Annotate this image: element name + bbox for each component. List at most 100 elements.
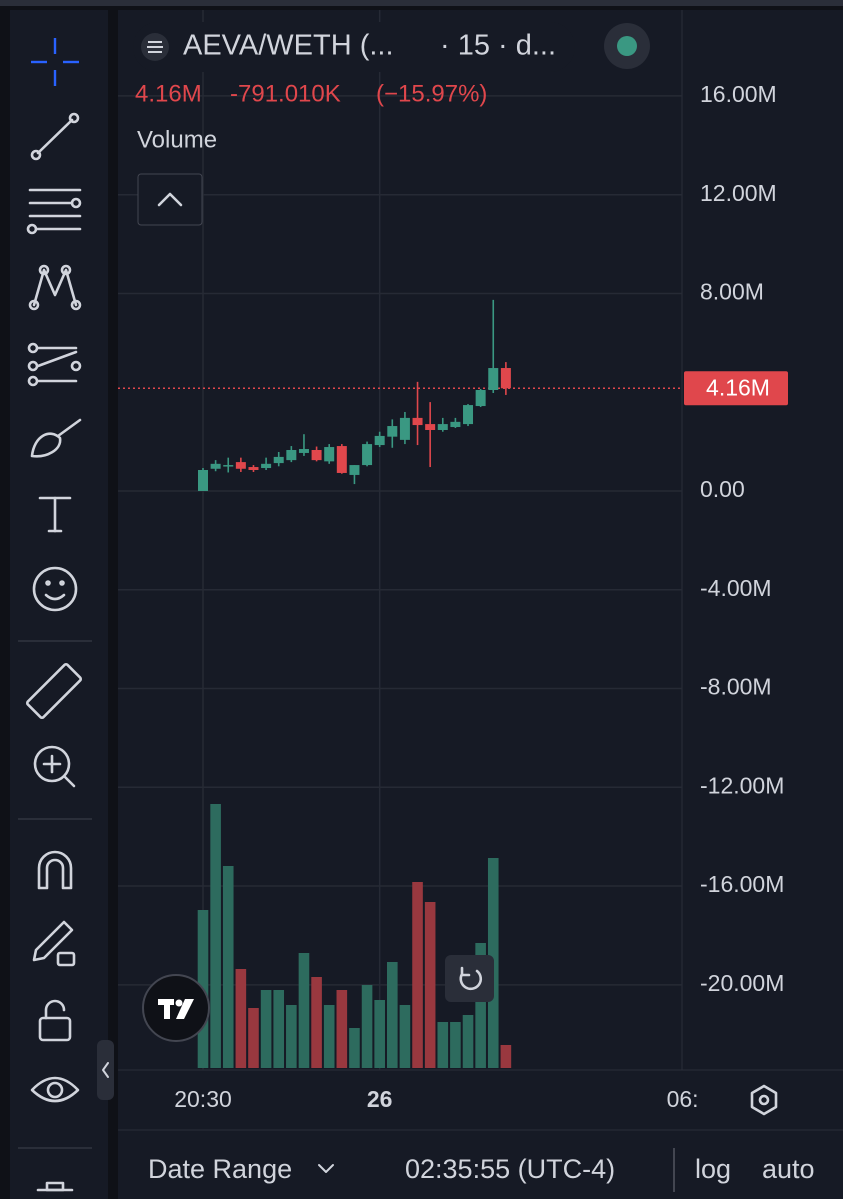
- volume-bar: [424, 902, 436, 1068]
- volume-bar: [412, 882, 423, 1068]
- volume-bar: [248, 1008, 259, 1068]
- candle-body: [475, 390, 486, 407]
- volume-bar: [349, 1028, 360, 1068]
- candle-body: [463, 405, 474, 425]
- symbol: AEVA/WETH (...: [183, 30, 394, 62]
- candle-body: [298, 449, 309, 453]
- interval: · 15 · d...: [440, 30, 556, 62]
- brush-tool[interactable]: [30, 418, 82, 458]
- plot: 16.00M 12.00M 8.00M 0.00 -4.00M -8.00M -12.00M…: [118, 10, 788, 1112]
- date-range-button[interactable]: Date Range: [148, 1154, 292, 1184]
- pattern-tool[interactable]: [28, 264, 82, 311]
- volume-bar: [462, 1015, 474, 1068]
- magnet-tool[interactable]: [37, 850, 73, 890]
- toolbar: [10, 10, 108, 1199]
- collapse-icon: [102, 1062, 109, 1078]
- clock: 02:35:55 (UTC-4): [405, 1154, 615, 1184]
- volume-bar: [311, 977, 322, 1068]
- text-tool[interactable]: [38, 496, 72, 533]
- collapse-toolbar[interactable]: [97, 1040, 114, 1100]
- legend-change-pct: (−15.97%): [376, 80, 487, 107]
- candle-body: [399, 417, 410, 440]
- candle-body: [412, 417, 423, 426]
- y-tick-label: -16.00M: [700, 871, 784, 897]
- candle-body: [425, 424, 436, 430]
- candle-body: [273, 456, 284, 464]
- zoom-tool[interactable]: [33, 745, 76, 788]
- volume-bar: [374, 1000, 385, 1068]
- volume-bar: [273, 990, 285, 1068]
- volume-bar: [235, 969, 247, 1068]
- candle-body: [210, 463, 221, 469]
- candle-body: [261, 463, 272, 469]
- lock-tool[interactable]: [38, 999, 72, 1042]
- candle-body: [437, 424, 448, 430]
- symbol-pill[interactable]: [133, 22, 575, 72]
- candle-body: [248, 467, 259, 470]
- legend-change: -791.010K: [230, 80, 341, 107]
- axis-settings[interactable]: [750, 1084, 778, 1116]
- emoji-tool[interactable]: [32, 566, 78, 612]
- candle-body: [336, 446, 347, 473]
- chevron-down: [318, 1164, 334, 1173]
- volume-bar: [500, 1045, 512, 1068]
- y-tick-label: 0.00: [700, 476, 745, 502]
- candle-body: [387, 426, 398, 437]
- reset-button[interactable]: [445, 955, 494, 1002]
- y-tick-label: 12.00M: [700, 180, 777, 206]
- collapse-legend[interactable]: [137, 173, 203, 226]
- volume-bar: [399, 1005, 411, 1068]
- candle-body: [198, 470, 208, 491]
- candle-body: [374, 435, 385, 446]
- volume-bar: [210, 804, 221, 1068]
- volume-bar: [450, 1022, 461, 1068]
- lock-drawings-tool[interactable]: [32, 920, 76, 967]
- axis-settings-dot: [758, 1094, 770, 1106]
- volume-bar: [437, 1022, 449, 1068]
- visibility-tool[interactable]: [30, 1076, 80, 1103]
- y-tick-label: -12.00M: [700, 772, 784, 798]
- y-tick-label: -20.00M: [700, 970, 784, 996]
- y-tick-label: 8.00M: [700, 279, 764, 305]
- volume-bar: [361, 985, 373, 1068]
- symbol-icon-lines: [147, 41, 163, 53]
- delete-tool[interactable]: [36, 1181, 74, 1192]
- measure-tool[interactable]: [25, 662, 83, 720]
- candle-body: [488, 368, 499, 390]
- auto-button[interactable]: auto: [762, 1154, 815, 1184]
- volume-bar: [298, 953, 310, 1068]
- top-bar: [0, 0, 843, 6]
- status-dot: [617, 36, 637, 56]
- chevron-up: [157, 192, 183, 207]
- legend-last: 4.16M: [135, 80, 202, 107]
- tv-logo-mark: [158, 999, 194, 1019]
- x-tick-label: 26: [367, 1086, 393, 1112]
- candle-body: [311, 450, 322, 461]
- x-tick-label: 06:: [667, 1086, 699, 1112]
- volume-bar: [475, 943, 486, 1068]
- log-button[interactable]: log: [695, 1154, 731, 1184]
- projection-tool[interactable]: [27, 342, 82, 387]
- reset-icon: [459, 966, 483, 991]
- y-tick-label: -8.00M: [700, 674, 772, 700]
- candle-body: [223, 465, 234, 467]
- volume-bar: [387, 962, 398, 1068]
- candle-body: [235, 462, 246, 469]
- indicator-name: Volume: [137, 126, 217, 153]
- volume-bar: [222, 866, 234, 1068]
- volume-bar: [286, 1005, 297, 1068]
- y-tick-label: -4.00M: [700, 575, 772, 601]
- y-tick-label: 16.00M: [700, 81, 777, 107]
- candle-body: [349, 465, 360, 475]
- price-label: 4.16M: [706, 374, 770, 400]
- candle-body: [286, 450, 297, 461]
- price-label-bg: [684, 371, 788, 406]
- trend-line-tool[interactable]: [30, 112, 80, 161]
- tv-logo[interactable]: [142, 974, 210, 1042]
- crosshair-tool[interactable]: [31, 38, 79, 86]
- volume-bar: [336, 990, 348, 1068]
- candle-body: [362, 444, 373, 466]
- fib-tool[interactable]: [26, 188, 82, 235]
- x-tick-label: 20:30: [174, 1086, 232, 1112]
